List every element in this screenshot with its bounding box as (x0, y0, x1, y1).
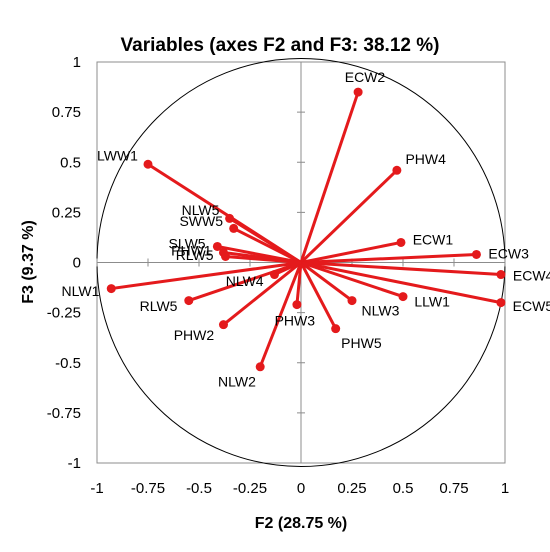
vector-phw2 (222, 261, 302, 326)
chart-title: Variables (axes F2 and F3: 38.12 %) (121, 35, 440, 56)
point-label: NLW1 (62, 283, 100, 299)
x-tick-label: 0 (297, 480, 305, 497)
point-label: SWW5 (179, 213, 223, 229)
y-tick-label: 1 (73, 54, 81, 71)
point-label: PHW3 (275, 313, 316, 329)
point-label: LLW1 (414, 294, 450, 310)
x-tick-label: 0.5 (393, 480, 414, 497)
point-lww1 (143, 159, 153, 169)
point-phw4 (392, 165, 402, 175)
vector-nlw2 (258, 261, 303, 368)
point-ecw2 (353, 87, 363, 97)
point-nlw3 (347, 296, 357, 306)
y-tick-label: 0.25 (52, 204, 81, 221)
vector-ecw3 (300, 252, 477, 264)
point-label: ECW1 (413, 231, 454, 247)
vector-ecw1 (300, 240, 402, 264)
point-label: NLW3 (362, 302, 400, 318)
x-tick-label: 0.75 (439, 480, 468, 497)
x-tick-labels: -1 -0.75 -0.5 -0.25 0 0.25 0.5 0.75 1 (90, 480, 509, 497)
point-nlw2 (255, 362, 265, 372)
point-label: PHW5 (341, 335, 382, 351)
point-label: PHW4 (405, 151, 446, 167)
point-rlw5 (184, 296, 194, 306)
vector-sww5 (233, 227, 302, 264)
loading-vectors (106, 87, 506, 372)
vector-phw4 (299, 169, 398, 264)
vector-phw3 (295, 262, 303, 305)
point-label: ECW5 (513, 298, 550, 314)
point-ecw1 (396, 237, 406, 247)
point-label: SLW5 (168, 235, 205, 251)
x-tick-label: -0.25 (233, 480, 267, 497)
vector-ecw5 (300, 261, 502, 305)
y-tick-label: 0.5 (60, 154, 81, 171)
vector-ecw4 (300, 261, 502, 277)
point-label: PHW1 (171, 242, 212, 258)
vector-llw1 (300, 261, 404, 299)
point-ecw4 (496, 270, 506, 280)
y-tick-label: 0 (73, 255, 81, 272)
vector-rlw5 (225, 254, 302, 264)
point-label: NLW5 (182, 202, 220, 218)
point-label: PHW2 (174, 327, 215, 343)
y-tick-marks (297, 61, 305, 464)
vector-nlw1 (111, 261, 302, 291)
y-tick-label: -0.25 (47, 305, 81, 322)
point-label: ECW2 (345, 69, 386, 85)
point-llw1 (398, 292, 408, 302)
x-tick-label: 1 (501, 480, 509, 497)
y-tick-label: -0.5 (55, 355, 81, 372)
point-ecw5 (496, 298, 506, 308)
y-tick-label: -0.75 (47, 405, 81, 422)
point-nlw5 (225, 213, 235, 223)
point-label: ECW4 (513, 268, 550, 284)
point-rlw5 (221, 251, 231, 261)
x-tick-label: 0.25 (337, 480, 366, 497)
x-axis-title: F2 (28.75 %) (255, 515, 347, 532)
x-tick-label: -0.5 (186, 480, 212, 497)
y-tick-label: 0.75 (52, 104, 81, 121)
y-tick-label: -1 (68, 455, 81, 472)
point-phw2 (218, 320, 228, 330)
point-phw5 (331, 324, 341, 334)
point-sww5 (229, 223, 239, 233)
vector-nlw3 (300, 261, 353, 302)
vector-rlw5 (188, 261, 302, 303)
point-label: NLW4 (226, 273, 264, 289)
point-ecw3 (471, 249, 481, 259)
x-tick-label: -0.75 (131, 480, 165, 497)
point-label: RLW5 (140, 298, 178, 314)
point-nlw1 (106, 284, 116, 294)
y-axis-title: F3 (9.37 %) (20, 220, 37, 304)
point-phw3 (292, 300, 302, 310)
point-slw5 (212, 241, 222, 251)
point-label: ECW3 (488, 246, 529, 262)
y-tick-labels: 1 0.75 0.5 0.25 0 -0.25 -0.5 -0.75 -1 (47, 54, 81, 472)
vector-phw5 (299, 261, 338, 330)
point-label: RLW5 (176, 247, 214, 263)
point-label: LWW1 (97, 148, 138, 164)
point-labels: ECW2PHW4LWW1NLW5SWW5SLW5PHW1RLW5ECW1ECW3… (62, 69, 550, 390)
x-tick-label: -1 (90, 480, 103, 497)
point-label: NLW2 (218, 374, 256, 390)
vector-ecw2 (299, 91, 360, 263)
